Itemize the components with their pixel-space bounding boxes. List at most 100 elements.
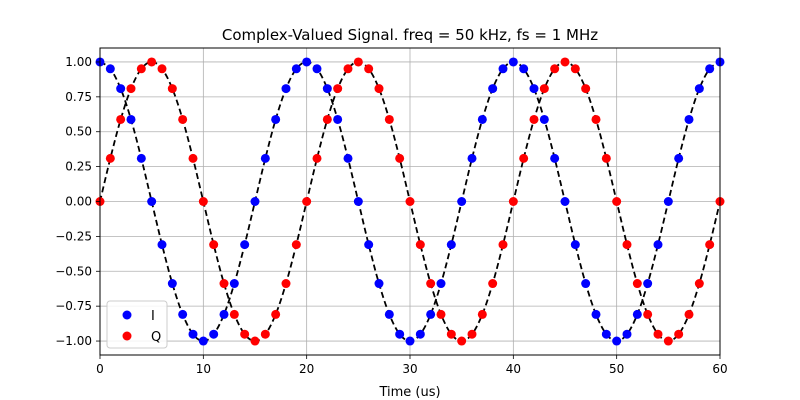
point-q <box>643 309 653 319</box>
legend-marker-q <box>122 331 132 341</box>
point-q <box>426 279 436 289</box>
point-q <box>653 329 663 339</box>
y-tick-label: 0.25 <box>65 160 92 174</box>
point-i <box>302 57 312 67</box>
point-q <box>581 84 591 94</box>
point-q <box>116 114 126 124</box>
x-tick-label: 60 <box>712 362 727 376</box>
point-q <box>415 240 425 250</box>
point-i <box>467 153 477 163</box>
y-tick-label: 0.75 <box>65 90 92 104</box>
point-q <box>405 197 415 206</box>
point-q <box>384 114 394 124</box>
point-i <box>477 114 487 124</box>
x-tick-label: 30 <box>402 362 417 376</box>
legend-marker-i <box>122 310 132 320</box>
point-i <box>250 197 260 206</box>
point-i <box>663 197 673 206</box>
point-i <box>601 329 611 339</box>
point-q <box>178 114 188 124</box>
point-i <box>415 329 425 339</box>
point-i <box>550 153 560 163</box>
point-q <box>105 153 115 163</box>
point-q <box>674 329 684 339</box>
point-i <box>147 197 157 206</box>
point-i <box>322 84 332 94</box>
y-tick-label: −1.00 <box>55 334 92 348</box>
point-q <box>467 329 477 339</box>
point-i <box>364 240 374 250</box>
point-i <box>570 240 580 250</box>
point-q <box>333 84 343 94</box>
point-i <box>353 197 363 206</box>
point-i <box>488 84 498 94</box>
point-q <box>529 114 539 124</box>
point-q <box>632 279 642 289</box>
point-q <box>395 153 405 163</box>
point-q <box>229 309 239 319</box>
point-q <box>312 153 322 163</box>
point-q <box>364 64 374 74</box>
point-i <box>157 240 167 250</box>
point-i <box>209 329 219 339</box>
point-i <box>643 279 653 289</box>
point-i <box>436 279 446 289</box>
y-tick-label: −0.50 <box>55 264 92 278</box>
point-i <box>240 240 250 250</box>
point-q <box>250 336 260 346</box>
point-i <box>591 309 601 319</box>
x-tick-label: 20 <box>299 362 314 376</box>
point-i <box>167 279 177 289</box>
point-q <box>374 84 384 94</box>
point-q <box>539 84 549 94</box>
point-i <box>178 309 188 319</box>
point-q <box>126 84 136 94</box>
point-q <box>157 64 167 74</box>
legend-label-i: I <box>151 309 155 324</box>
point-i <box>581 279 591 289</box>
point-q <box>488 279 498 289</box>
point-i <box>705 64 715 74</box>
point-i <box>395 329 405 339</box>
chart-title: Complex-Valued Signal. freq = 50 kHz, fs… <box>222 26 598 44</box>
point-q <box>322 114 332 124</box>
point-i <box>539 114 549 124</box>
point-q <box>508 197 518 206</box>
point-q <box>260 329 270 339</box>
point-q <box>663 336 673 346</box>
point-q <box>560 57 570 67</box>
point-i <box>260 153 270 163</box>
point-i <box>653 240 663 250</box>
x-axis-label: Time (us) <box>378 385 440 400</box>
point-q <box>457 336 467 346</box>
point-q <box>302 197 312 206</box>
point-i <box>694 84 704 94</box>
y-tick-label: 1.00 <box>65 55 92 69</box>
point-i <box>188 329 198 339</box>
x-tick-label: 40 <box>506 362 521 376</box>
x-tick-label: 10 <box>196 362 211 376</box>
point-q <box>622 240 632 250</box>
y-tick-label: 0.50 <box>65 125 92 139</box>
point-q <box>353 57 363 67</box>
point-i <box>457 197 467 206</box>
point-q <box>291 240 301 250</box>
y-tick-label: −0.75 <box>55 299 92 313</box>
point-i <box>291 64 301 74</box>
legend-box <box>106 300 168 349</box>
point-q <box>188 153 198 163</box>
x-tick-label: 0 <box>96 362 104 376</box>
x-tick-label: 50 <box>609 362 624 376</box>
point-i <box>405 336 415 346</box>
point-i <box>384 309 394 319</box>
legend-label-q: Q <box>151 330 161 345</box>
data-points <box>95 57 725 346</box>
point-q <box>550 64 560 74</box>
point-i <box>426 309 436 319</box>
point-q <box>498 240 508 250</box>
point-i <box>674 153 684 163</box>
point-q <box>281 279 291 289</box>
point-i <box>198 336 208 346</box>
y-tick-label: −0.25 <box>55 229 92 243</box>
